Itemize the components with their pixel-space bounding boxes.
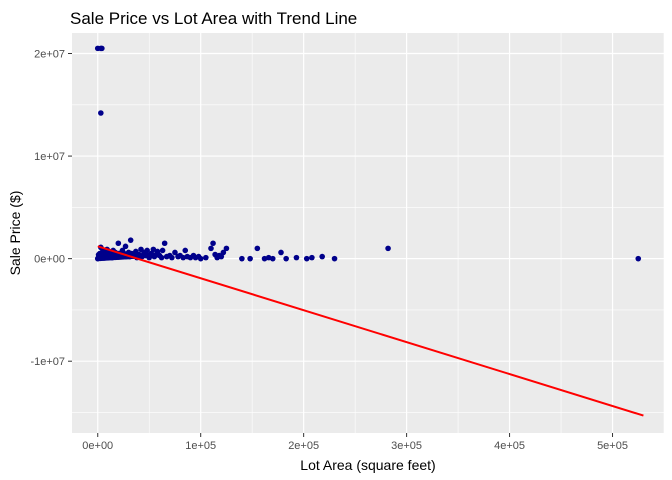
x-tick-label: 5e+05 (597, 440, 628, 452)
data-point (319, 253, 325, 260)
data-point (239, 255, 245, 262)
data-point (169, 254, 175, 261)
data-point (247, 255, 253, 262)
data-point (331, 255, 338, 262)
data-point (283, 255, 289, 262)
data-point (159, 247, 166, 254)
data-point (278, 249, 284, 256)
data-point (115, 240, 122, 247)
data-point (203, 254, 209, 261)
data-point (254, 245, 261, 252)
grid-layer (72, 33, 665, 433)
data-point (293, 254, 300, 261)
y-tick-label: 1e+07 (34, 151, 65, 163)
data-point (197, 255, 204, 262)
trend-layer (97, 245, 644, 417)
data-point (303, 255, 310, 262)
y-axis: -1e+07 0e+00 1e+07 2e+07 (30, 49, 72, 368)
y-tick-label: -1e+07 (30, 356, 65, 368)
chart-title: Sale Price vs Lot Area with Trend Line (70, 9, 357, 28)
data-point (635, 255, 642, 262)
data-point (161, 240, 168, 247)
data-point (156, 252, 162, 258)
data-point (172, 249, 178, 256)
data-point (223, 245, 230, 252)
x-tick-label: 2e+05 (288, 440, 319, 452)
x-tick-label: 4e+05 (494, 440, 525, 452)
data-point (208, 245, 214, 252)
data-point (144, 247, 150, 254)
y-tick-label: 0e+00 (34, 254, 65, 266)
y-tick-label: 2e+07 (34, 49, 65, 61)
data-point (210, 240, 216, 247)
data-point (99, 45, 105, 52)
data-point (309, 254, 315, 261)
x-tick-label: 1e+05 (185, 440, 216, 452)
data-point (98, 110, 104, 116)
data-point (182, 247, 189, 254)
data-point (127, 237, 134, 243)
x-axis: 0e+00 1e+05 2e+05 3e+05 4e+05 5e+05 (82, 433, 628, 452)
y-axis-title: Sale Price ($) (7, 191, 23, 276)
x-tick-label: 0e+00 (82, 440, 113, 452)
data-point (385, 245, 391, 252)
data-point (122, 243, 129, 250)
x-tick-label: 3e+05 (391, 440, 422, 452)
x-axis-title: Lot Area (square feet) (300, 457, 435, 473)
data-point (269, 255, 276, 262)
points-layer (94, 45, 642, 262)
plot-panel (72, 33, 664, 433)
trend-line (97, 245, 644, 417)
data-point (220, 249, 227, 256)
